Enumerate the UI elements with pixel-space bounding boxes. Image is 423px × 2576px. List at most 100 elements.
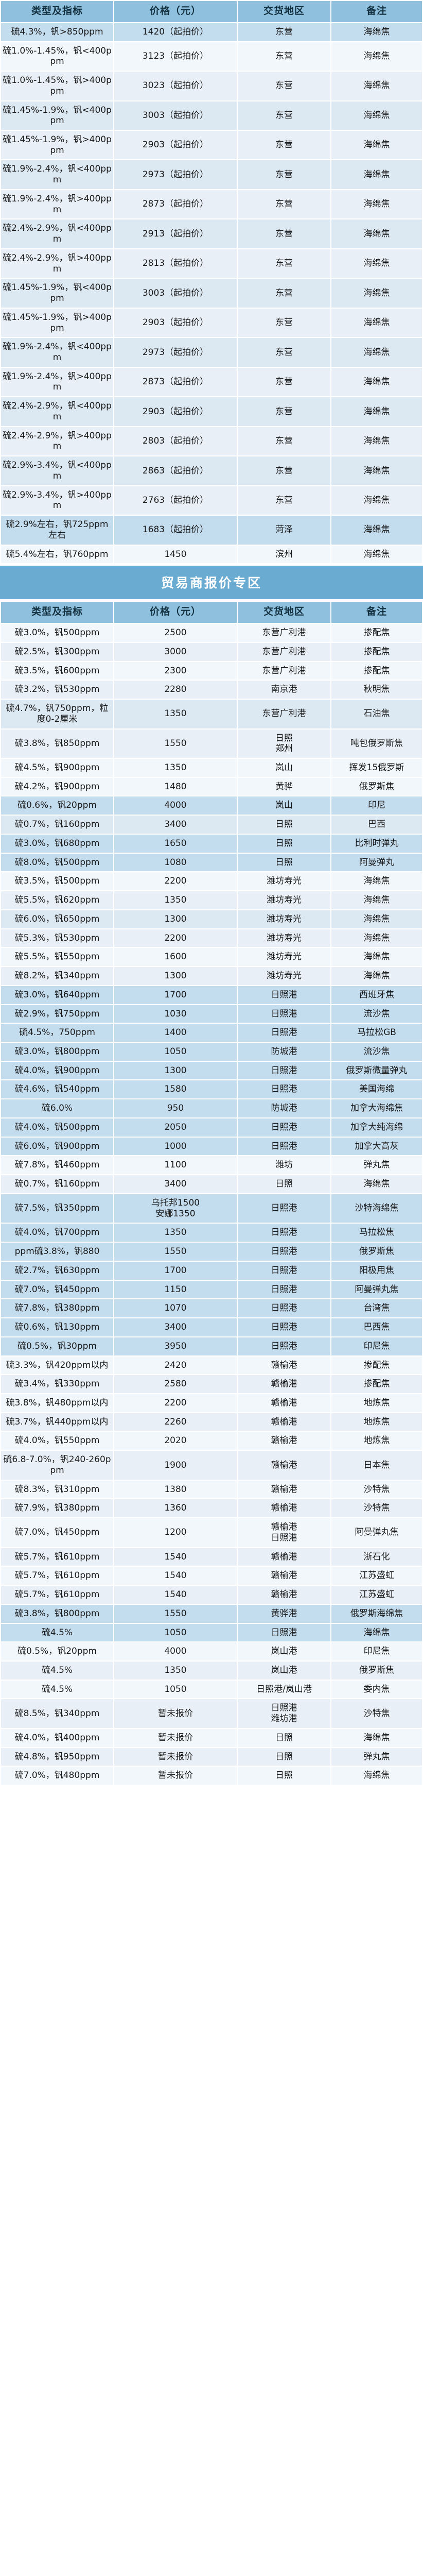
table-row: 硫3.7%，钒440ppm以内 2260 赣榆港 地炼焦 xyxy=(1,1413,422,1431)
table-row: 硫0.7%，钒160ppm 3400 日照 海绵焦 xyxy=(1,1175,422,1193)
cell-price: 1420（起拍价） xyxy=(114,23,237,41)
cell-price: 1400 xyxy=(114,1024,237,1042)
table-row: 硫3.5%，钒500ppm 2200 潍坊寿光 海绵焦 xyxy=(1,872,422,891)
cell-type: 硫4.5%，钒900ppm xyxy=(1,759,113,777)
cell-type: 硫3.0%，钒680ppm xyxy=(1,834,113,853)
cell-type: 硫5.5%，钒620ppm xyxy=(1,891,113,909)
cell-type: 硫2.9%-3.4%，钒>400ppm xyxy=(1,486,113,515)
cell-area: 潍坊寿光 xyxy=(238,967,330,985)
cell-area: 日照 xyxy=(238,1767,330,1785)
cell-type: 硫2.9%-3.4%，钒<400ppm xyxy=(1,456,113,485)
cell-remark: 巴西焦 xyxy=(331,1318,422,1336)
cell-area: 东营 xyxy=(238,397,330,426)
cell-type: 硫5.7%，钒610ppm xyxy=(1,1548,113,1566)
cell-type: 硫1.9%-2.4%，钒<400ppm xyxy=(1,338,113,367)
cell-area: 日照 郑州 xyxy=(238,729,330,758)
cell-price: 3003（起拍价） xyxy=(114,279,237,308)
cell-price: 1550 xyxy=(114,1604,237,1623)
cell-remark: 俄罗斯焦 xyxy=(331,777,422,796)
cell-type: 硫8.3%，钒310ppm xyxy=(1,1480,113,1499)
price-table: 类型及指标 价格（元） 交货地区 备注 硫3.0%，钒500ppm 2500 东营广利港 掺配… xyxy=(0,601,423,1786)
price-table: 类型及指标 价格（元） 交货地区 备注 硫4.3%，钒>850ppm 1420（起拍价）东… xyxy=(0,0,423,564)
table-row: 硫3.8%，钒850ppm 1550 日照 郑州 吨包俄罗斯焦 xyxy=(1,729,422,758)
cell-area: 东营广利港 xyxy=(238,662,330,680)
table-row: 硫2.9%左右，钒725ppm左右 1683（起拍价） 菏泽 海绵焦 xyxy=(1,516,422,545)
table-row: 硫3.0%，钒680ppm 1650 日照 比利时弹丸 xyxy=(1,834,422,853)
table-row: 硫7.8%，钒460ppm 1100 潍坊 弹丸焦 xyxy=(1,1156,422,1175)
cell-type: 硫2.5%，钒300ppm xyxy=(1,642,113,661)
cell-area: 东营 xyxy=(238,249,330,278)
cell-remark: 地炼焦 xyxy=(331,1394,422,1412)
cell-price: 2913（起拍价） xyxy=(114,219,237,248)
cell-area: 赣榆港 xyxy=(238,1375,330,1393)
cell-price: 2863（起拍价） xyxy=(114,456,237,485)
table-row: 硫3.0%，钒500ppm 2500 东营广利港 掺配焦 xyxy=(1,624,422,642)
cell-area: 日照 xyxy=(238,1728,330,1747)
cell-type: 硫0.5%，钒20ppm xyxy=(1,1642,113,1660)
cell-price: 2873（起拍价） xyxy=(114,367,237,397)
table-row: 硫4.3%，钒>850ppm 1420（起拍价） 东营 海绵焦 xyxy=(1,23,422,41)
cell-remark: 台湾焦 xyxy=(331,1299,422,1318)
cell-remark: 沙特焦 xyxy=(331,1499,422,1518)
cell-area: 赣榆港 xyxy=(238,1548,330,1566)
table-row: 硫0.5%，钒30ppm 3950 日照港 印尼焦 xyxy=(1,1337,422,1355)
cell-type: 硫1.0%-1.45%，钒<400ppm xyxy=(1,42,113,71)
cell-type: 硫7.0%，钒450ppm xyxy=(1,1518,113,1547)
cell-price: 2420 xyxy=(114,1356,237,1375)
cell-type: 硫3.8%，钒800ppm xyxy=(1,1604,113,1623)
table-row: 硫2.7%，钒630ppm 1700 日照港 阳极用焦 xyxy=(1,1261,422,1280)
table-row: 硫7.9%，钒380ppm 1360 赣榆港 沙特焦 xyxy=(1,1499,422,1518)
cell-price: 1050 xyxy=(114,1623,237,1642)
table-row: 硫2.5%，钒300ppm 3000 东营广利港 掺配焦 xyxy=(1,642,422,661)
cell-type: 硫1.45%-1.9%，钒<400ppm xyxy=(1,101,113,130)
table-row: 硫7.0%，钒450ppm 1200 赣榆港 日照港 阿曼弹丸焦 xyxy=(1,1518,422,1547)
cell-type: 硫0.7%，钒160ppm xyxy=(1,1175,113,1193)
cell-remark: 海绵焦 xyxy=(331,948,422,967)
cell-remark: 俄罗斯焦 xyxy=(331,1243,422,1261)
cell-area: 日照港 xyxy=(238,1061,330,1080)
table-row: 硫4.5% 1050 日照港/岚山港 委内焦 xyxy=(1,1680,422,1699)
cell-remark: 加拿大海绵焦 xyxy=(331,1099,422,1117)
cell-price: 2050 xyxy=(114,1118,237,1137)
cell-type: 硫0.7%，钒160ppm xyxy=(1,816,113,834)
cell-type: 硫1.0%-1.45%，钒>400ppm xyxy=(1,72,113,100)
cell-area: 防城港 xyxy=(238,1099,330,1117)
cell-remark: 海绵焦 xyxy=(331,872,422,891)
cell-type: 硫0.6%，钒20ppm xyxy=(1,796,113,815)
table-row: 硫4.0%，钒900ppm 1300 日照港 俄罗斯微量弹丸 xyxy=(1,1061,422,1080)
table-row: 硫2.9%-3.4%，钒<400ppm 2863（起拍价） 东营 海绵焦 xyxy=(1,456,422,485)
cell-area: 东营广利港 xyxy=(238,624,330,642)
cell-remark: 印尼 xyxy=(331,796,422,815)
cell-remark: 吨包俄罗斯焦 xyxy=(331,729,422,758)
cell-remark: 海绵焦 xyxy=(331,367,422,397)
cell-remark: 地炼焦 xyxy=(331,1413,422,1431)
cell-remark: 俄罗斯海绵焦 xyxy=(331,1604,422,1623)
table-row: 硫5.3%，钒530ppm 2200 潍坊寿光 海绵焦 xyxy=(1,929,422,947)
col-header-remark: 备注 xyxy=(331,1,422,22)
cell-type: 硫2.4%-2.9%，钒>400ppm xyxy=(1,249,113,278)
cell-price: 2803（起拍价） xyxy=(114,427,237,456)
cell-price: 3950 xyxy=(114,1337,237,1355)
table-row: 硫3.3%，钒420ppm以内 2420 赣榆港 掺配焦 xyxy=(1,1356,422,1375)
cell-area: 岚山 xyxy=(238,796,330,815)
cell-area: 赣榆港 xyxy=(238,1432,330,1450)
cell-area: 东营广利港 xyxy=(238,700,330,728)
cell-remark: 弹丸焦 xyxy=(331,1748,422,1766)
cell-area: 东营 xyxy=(238,279,330,308)
col-header-area: 交货地区 xyxy=(238,1,330,22)
cell-area: 日照 xyxy=(238,1748,330,1766)
cell-remark: 海绵焦 xyxy=(331,929,422,947)
cell-area: 日照港 潍坊港 xyxy=(238,1699,330,1728)
cell-remark: 掺配焦 xyxy=(331,662,422,680)
cell-price: 1050 xyxy=(114,1680,237,1699)
cell-area: 潍坊寿光 xyxy=(238,910,330,928)
table-row: 硫6.8-7.0%，钒240-260ppm 1900 赣榆港 日本焦 xyxy=(1,1451,422,1480)
cell-remark: 掺配焦 xyxy=(331,642,422,661)
table-row: 硫4.0%，钒700ppm 1350 日照港 马拉松焦 xyxy=(1,1224,422,1242)
price-sheet: 类型及指标 价格（元） 交货地区 备注 硫4.3%，钒>850ppm 1420（起拍价）东… xyxy=(0,0,423,1786)
col-header-price: 价格（元） xyxy=(114,602,237,623)
table-header-row: 类型及指标 价格（元） 交货地区 备注 xyxy=(1,602,422,623)
cell-remark: 海绵焦 xyxy=(331,1175,422,1193)
cell-remark: 海绵焦 xyxy=(331,486,422,515)
cell-price: 2280 xyxy=(114,681,237,699)
